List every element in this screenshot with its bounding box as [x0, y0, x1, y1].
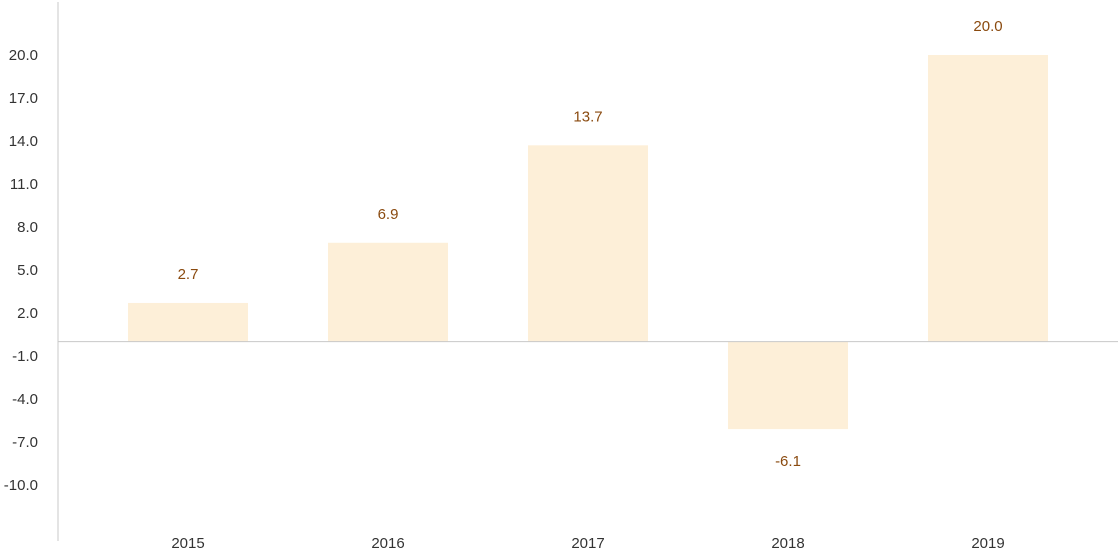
- y-tick-label: 8.0: [17, 219, 38, 236]
- data-label: 2.7: [178, 266, 199, 283]
- x-axis-category-labels: 2015 2016 2017 2018 2019: [171, 535, 1004, 552]
- data-label: 6.9: [378, 206, 399, 223]
- y-tick-label: 17.0: [9, 90, 38, 107]
- y-tick-label: -4.0: [12, 391, 38, 408]
- y-axis-ticks: 20.0 17.0 14.0 11.0 8.0 5.0 2.0 -1.0 -4.0 -7.0 -10…: [4, 47, 38, 494]
- x-tick-label: 2018: [771, 535, 804, 552]
- y-tick-label: 2.0: [17, 305, 38, 322]
- data-label: 20.0: [973, 18, 1002, 35]
- x-tick-label: 2019: [971, 535, 1004, 552]
- data-label: -6.1: [775, 453, 801, 470]
- y-tick-label: 20.0: [9, 47, 38, 64]
- data-labels: 2.7 6.9 13.7 -6.1 20.0: [178, 18, 1003, 470]
- y-tick-label: 11.0: [10, 176, 38, 193]
- x-tick-label: 2015: [171, 535, 204, 552]
- y-tick-label: -10.0: [4, 477, 38, 494]
- bar-2019: [928, 55, 1048, 342]
- bars: [128, 55, 1048, 430]
- bar-2018: [728, 341, 848, 430]
- bar-2017: [528, 145, 648, 342]
- bar-2016: [328, 242, 448, 342]
- y-tick-label: 14.0: [9, 133, 38, 150]
- x-tick-label: 2016: [371, 535, 404, 552]
- y-tick-label: -1.0: [12, 348, 38, 365]
- data-label: 13.7: [573, 108, 602, 125]
- y-tick-label: -7.0: [12, 434, 38, 451]
- bar-2015: [128, 302, 248, 342]
- y-tick-label: 5.0: [17, 262, 38, 279]
- x-tick-label: 2017: [571, 535, 604, 552]
